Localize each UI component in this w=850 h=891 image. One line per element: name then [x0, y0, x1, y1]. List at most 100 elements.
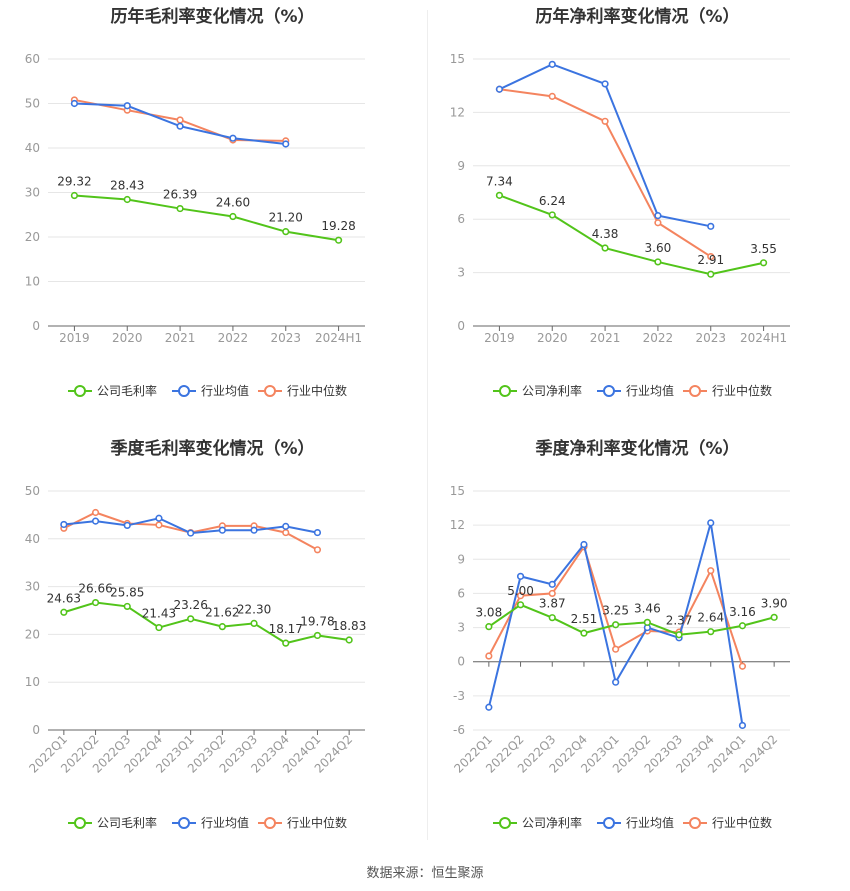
y-tick-label: 10 [25, 275, 40, 289]
data-point [738, 662, 747, 670]
data-point [282, 228, 290, 236]
chart-annual-net-margin: 历年净利率变化情况（%） 0 3 6 9 12 15 2019 2020 2021 2022 2023… [425, 0, 850, 430]
chart-title: 历年毛利率变化情况（%） [110, 7, 315, 27]
data-point [187, 529, 195, 537]
data-point [601, 80, 609, 88]
data-point [282, 639, 290, 647]
data-point [580, 629, 588, 637]
y-tick-label: 40 [25, 141, 40, 155]
data-point [218, 526, 226, 534]
y-tick-label: 6 [457, 586, 465, 600]
data-label: 3.60 [645, 241, 672, 255]
y-tick-label: 15 [450, 484, 465, 498]
y-tick-label: 20 [25, 230, 40, 244]
data-label: 28.43 [110, 178, 144, 192]
legend-item: 行业中位数 [712, 815, 772, 830]
y-tick-label: 3 [457, 621, 465, 635]
series-line-company [63, 601, 350, 645]
data-point [313, 528, 322, 537]
data-point [313, 546, 322, 554]
legend-marker-icon [74, 385, 86, 397]
plot: -6-3036912152022Q12022Q22022Q32022Q42023… [450, 484, 790, 830]
series-line-company [499, 194, 764, 276]
legend-marker-icon [689, 385, 701, 397]
data-point [485, 703, 493, 711]
data-point [60, 608, 68, 616]
series-line-company [74, 194, 339, 242]
data-source: 数据来源：恒生聚源 [366, 866, 484, 881]
legend-marker-icon [499, 817, 511, 829]
y-tick-label: 50 [25, 484, 40, 498]
y-tick-label: 9 [457, 552, 465, 566]
x-tick-label: 2021 [165, 331, 196, 345]
data-point [485, 652, 493, 660]
data-point [282, 140, 290, 148]
data-label: 2.37 [666, 614, 693, 628]
data-point [250, 526, 258, 534]
data-label: 3.90 [761, 596, 788, 610]
x-tick-label: 2020 [112, 331, 143, 345]
legend-item: 行业中位数 [287, 383, 347, 398]
data-point [155, 514, 163, 522]
data-point [282, 522, 290, 530]
data-point [548, 614, 556, 622]
data-point [91, 508, 100, 517]
data-point [70, 99, 79, 108]
data-label: 2.91 [697, 253, 724, 267]
y-tick-label: 50 [25, 97, 40, 111]
divider [427, 10, 428, 840]
data-label: 3.87 [539, 597, 566, 611]
data-point [155, 623, 163, 632]
legend-item: 行业均值 [201, 815, 249, 830]
data-point [548, 211, 556, 219]
legend-item: 行业中位数 [287, 815, 347, 830]
legend-marker-icon [264, 385, 276, 397]
data-point [229, 134, 237, 142]
data-label: 6.24 [539, 194, 566, 208]
legend-item: 公司毛利率 [97, 383, 157, 398]
y-tick-label: 0 [457, 655, 465, 669]
data-point [91, 598, 100, 607]
legend-item: 公司净利率 [522, 383, 582, 398]
x-tick-label: 2022 [218, 331, 249, 345]
data-point [176, 122, 184, 130]
data-point [654, 212, 662, 220]
y-tick-label: 30 [25, 186, 40, 200]
legend-marker-icon [178, 817, 190, 829]
legend-item: 行业均值 [626, 383, 674, 398]
data-point [345, 636, 353, 644]
data-point [675, 631, 683, 639]
plot: 0 10 20 30 40 50 60 2019 2020 2021 2022 2023 2024H1 2… [25, 52, 365, 398]
data-label: 5.00 [507, 584, 534, 598]
data-point [250, 619, 258, 628]
data-point [60, 520, 68, 529]
x-tick-label: 2019 [484, 331, 515, 345]
legend-marker-icon [603, 817, 615, 829]
x-tick-label: 2019 [59, 331, 90, 345]
data-point [334, 236, 343, 244]
data-point [516, 572, 525, 580]
x-tick-label: 2021 [590, 331, 621, 345]
data-point [738, 721, 747, 730]
y-tick-label: 30 [25, 580, 40, 594]
legend-marker-icon [178, 385, 190, 397]
data-point [176, 116, 184, 124]
legend-marker-icon [74, 817, 86, 829]
data-label: 26.66 [78, 582, 112, 596]
data-label: 3.16 [729, 605, 756, 619]
chart-title: 历年净利率变化情况（%） [535, 7, 740, 27]
data-label: 2.64 [697, 611, 724, 625]
y-tick-label: 12 [450, 518, 465, 532]
data-point [229, 212, 237, 221]
data-label: 22.30 [237, 602, 271, 616]
y-tick-label: 10 [25, 675, 40, 689]
data-point [548, 580, 556, 588]
data-point [707, 628, 715, 636]
data-point [707, 252, 715, 261]
y-tick-label: 12 [450, 105, 465, 119]
data-point [548, 60, 556, 68]
data-point [612, 678, 620, 686]
data-label: 18.83 [332, 619, 366, 633]
data-point [601, 117, 609, 125]
x-tick-label: 2022 [643, 331, 674, 345]
